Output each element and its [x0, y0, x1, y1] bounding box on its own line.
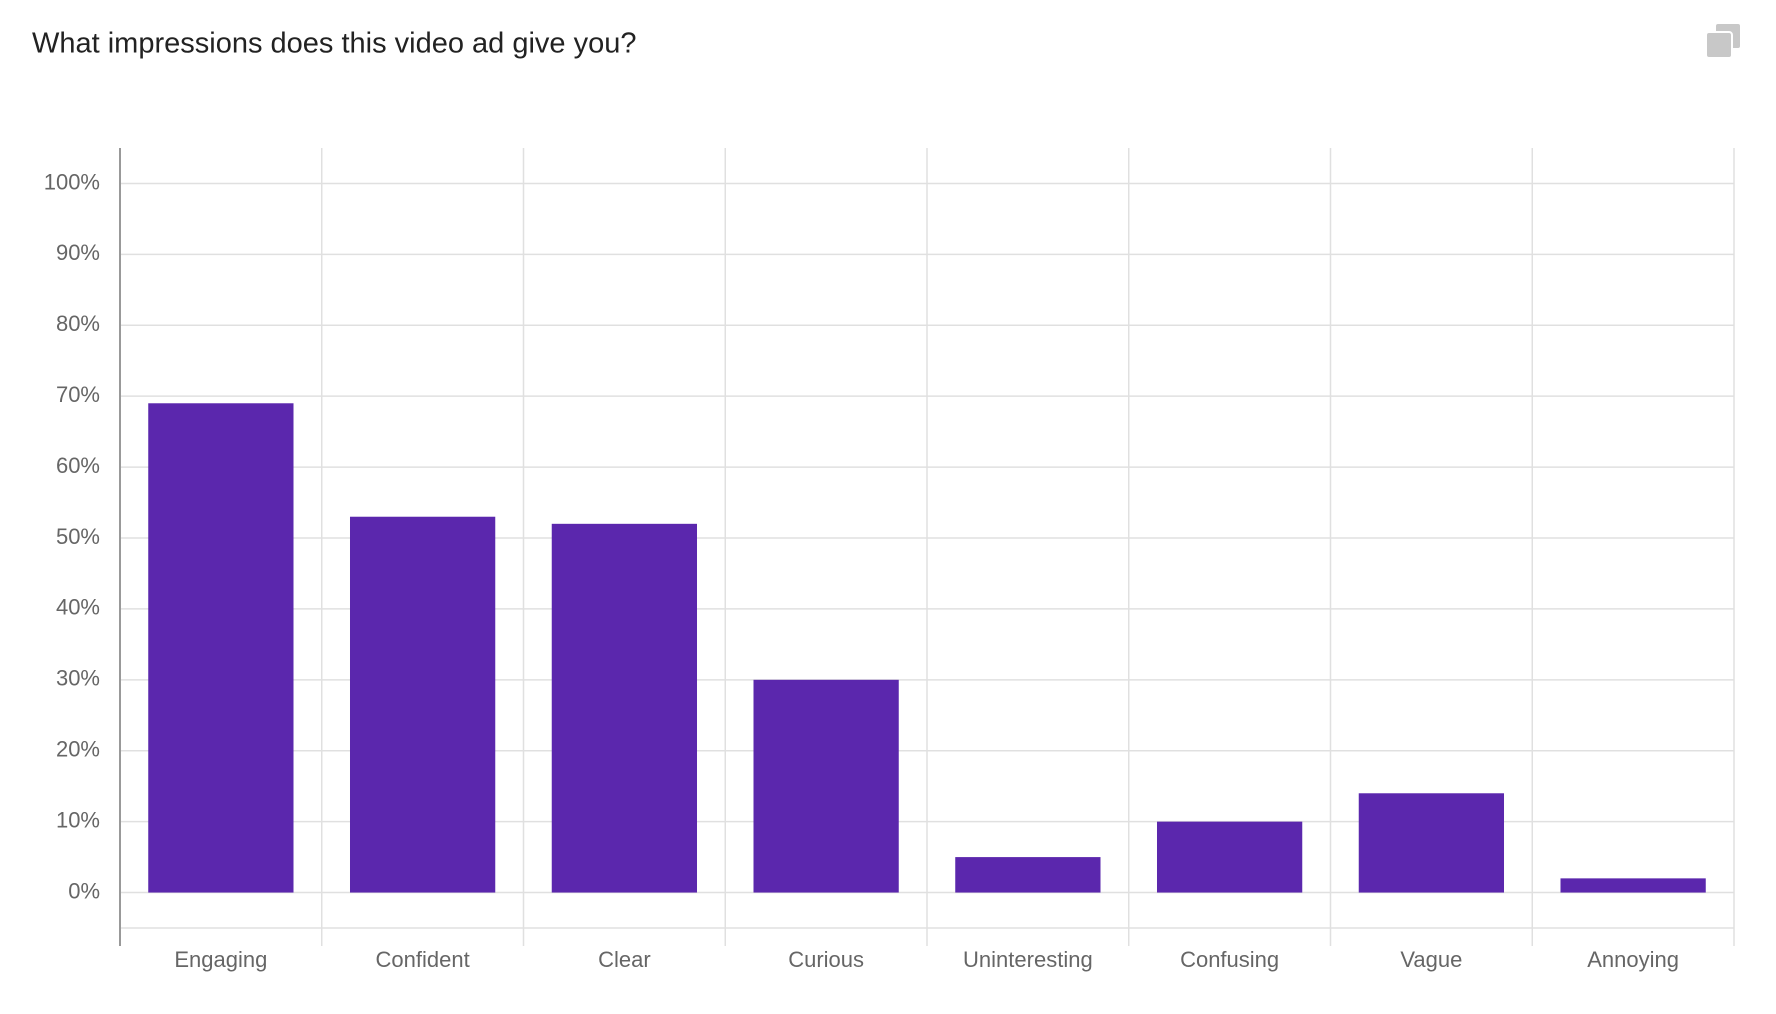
y-tick-label: 20% [56, 737, 100, 762]
x-tick-label: Confusing [1180, 947, 1279, 972]
y-tick-label: 50% [56, 524, 100, 549]
y-tick-label: 10% [56, 807, 100, 832]
bar [551, 523, 698, 893]
bar [753, 679, 899, 893]
bar [955, 857, 1101, 893]
bar [148, 403, 294, 893]
x-tick-label: Curious [788, 947, 864, 972]
x-tick-label: Uninteresting [963, 947, 1093, 972]
y-tick-label: 60% [56, 453, 100, 478]
y-tick-label: 0% [68, 878, 100, 903]
x-tick-label: Vague [1400, 947, 1462, 972]
y-tick-label: 40% [56, 595, 100, 620]
y-tick-label: 100% [44, 169, 100, 194]
bar [349, 516, 496, 893]
x-tick-label: Clear [598, 947, 651, 972]
bar [1156, 821, 1303, 893]
x-tick-label: Confident [376, 947, 470, 972]
bar [1358, 793, 1505, 893]
y-tick-label: 70% [56, 382, 100, 407]
chart-title: What impressions does this video ad give… [32, 28, 636, 60]
y-tick-label: 80% [56, 311, 100, 336]
bar [1560, 878, 1706, 893]
x-tick-label: Annoying [1587, 947, 1679, 972]
copy-icon[interactable] [1705, 22, 1742, 59]
y-tick-label: 30% [56, 666, 100, 691]
y-tick-label: 90% [56, 240, 100, 265]
x-tick-label: Engaging [174, 947, 267, 972]
